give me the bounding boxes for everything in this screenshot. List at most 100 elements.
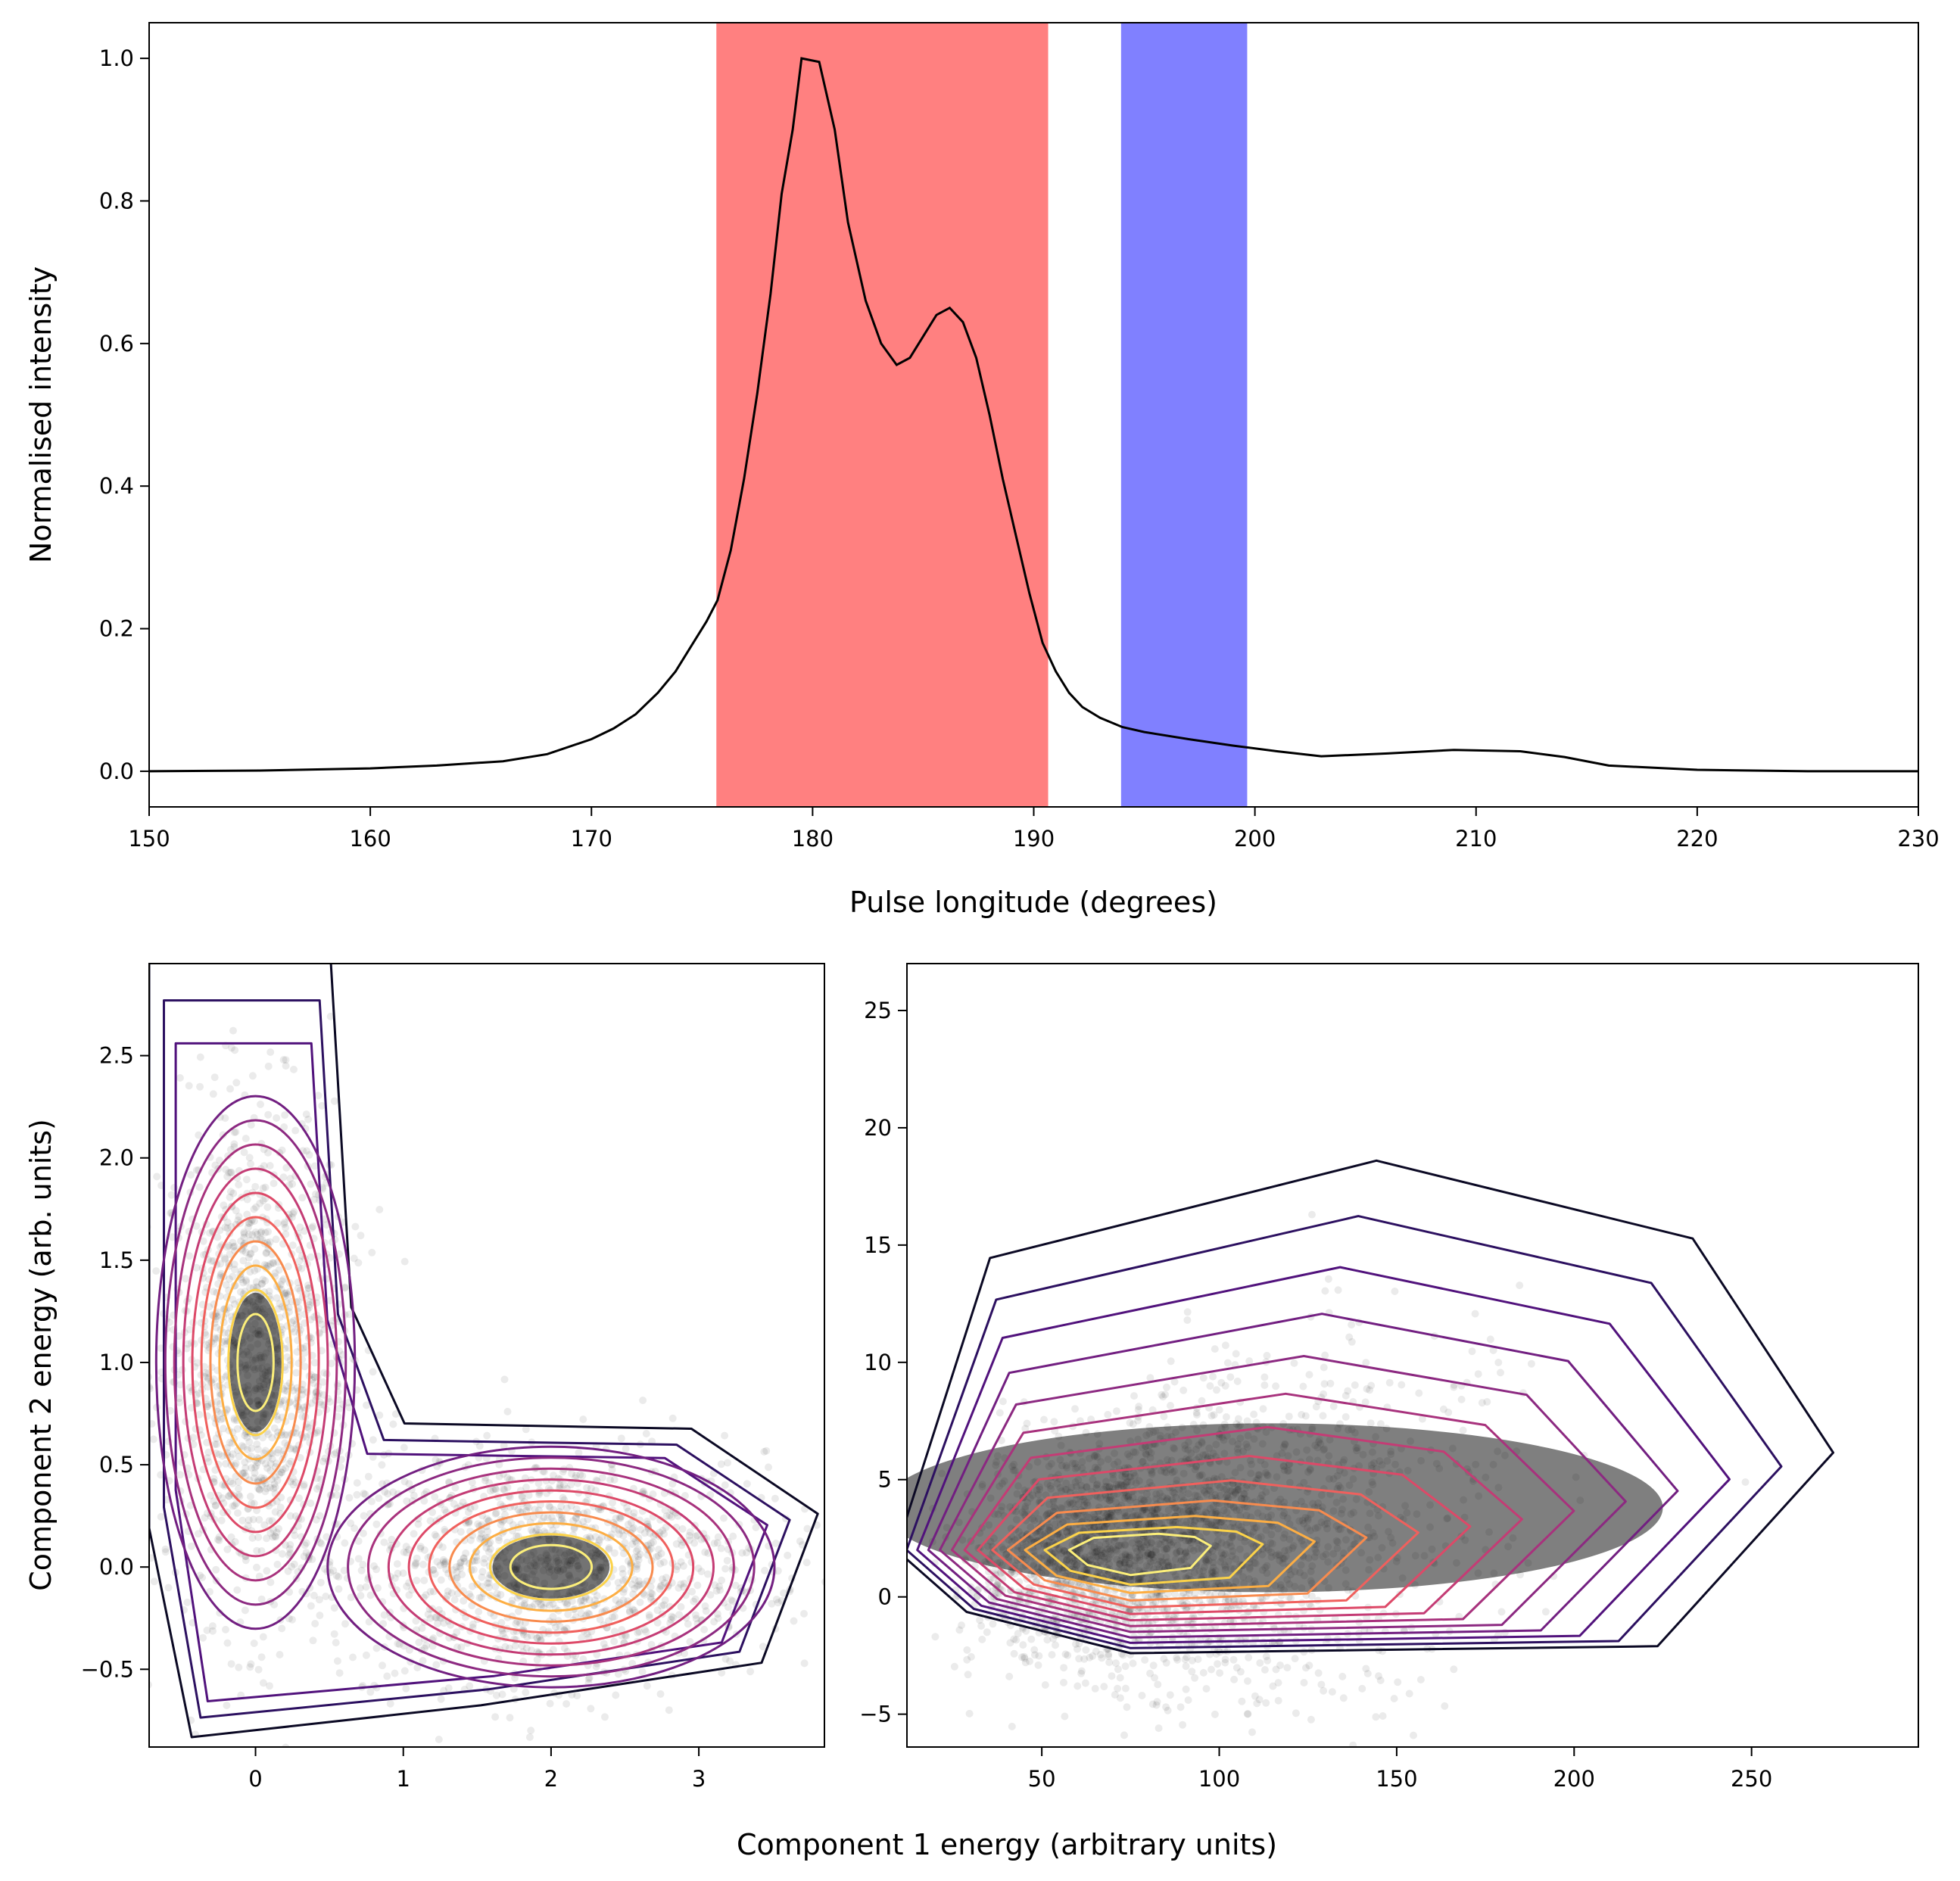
scatter-point (447, 1589, 456, 1597)
scatter-point (768, 1599, 776, 1608)
scatter-point (645, 1613, 653, 1621)
scatter-point (241, 1556, 250, 1565)
scatter-point (187, 1542, 195, 1550)
scatter-point (1245, 1653, 1253, 1661)
scatter-point (965, 1709, 974, 1718)
scatter-point (619, 1596, 628, 1604)
scatter-point (563, 1599, 572, 1607)
scatter-point (266, 1260, 275, 1268)
scatter-point (195, 1131, 203, 1139)
scatter-point (281, 1439, 289, 1447)
scatter-point (723, 1556, 731, 1565)
scatter-point (1222, 1413, 1230, 1421)
scatter-point (752, 1523, 760, 1531)
scatter-point (305, 1297, 313, 1306)
scatter-point (312, 1190, 319, 1198)
scatter-point (405, 1480, 413, 1488)
scatter-point (230, 1502, 238, 1510)
scatter-point (210, 1497, 218, 1506)
scatter-point (996, 1409, 1004, 1417)
scatter-point (264, 1228, 272, 1236)
scatter-point (556, 1622, 564, 1630)
scatter-point (211, 1335, 220, 1343)
scatter-point (1154, 1724, 1163, 1733)
scatter-point (210, 1288, 217, 1296)
scatter-point (233, 1586, 241, 1594)
scatter-point (1121, 1662, 1130, 1671)
scatter-point (572, 1471, 580, 1480)
scatter-point (372, 1644, 381, 1652)
top-ytick-label: 0.6 (99, 331, 134, 357)
scatter-point (1348, 1338, 1356, 1346)
scatter-point (279, 1275, 288, 1283)
scatter-point (389, 1420, 397, 1428)
scatter-point (1076, 1417, 1084, 1425)
scatter-point (240, 1468, 248, 1477)
scatter-point (497, 1590, 505, 1599)
scatter-point (658, 1602, 666, 1610)
scatter-point (457, 1643, 466, 1652)
scatter-point (528, 1646, 535, 1655)
scatter-point (523, 1503, 531, 1511)
scatter-point (266, 1682, 273, 1690)
scatter-point (260, 1521, 269, 1529)
scatter-point (316, 1578, 325, 1587)
scatter-point (364, 1472, 372, 1481)
scatter-point (1071, 1405, 1079, 1413)
scatter-point (227, 1660, 235, 1668)
scatter-point (692, 1615, 700, 1623)
scatter-point (1148, 1700, 1157, 1708)
scatter-point (234, 1509, 241, 1517)
scatter-point (1010, 1635, 1018, 1643)
scatter-point (838, 1610, 846, 1618)
scatter-point (1483, 1398, 1491, 1406)
contour-line (387, 1478, 715, 1656)
scatter-point (1087, 1415, 1095, 1424)
scatter-point (273, 1528, 281, 1537)
scatter-point (282, 1223, 290, 1232)
scatter-point (326, 1297, 334, 1305)
scatter-point (1260, 1373, 1269, 1381)
scatter-point (257, 1474, 266, 1482)
scatter-point (1201, 1757, 1208, 1764)
scatter-point (280, 1289, 288, 1297)
scatter-point (335, 1585, 343, 1593)
scatter-point (176, 1074, 184, 1082)
scatter-point (762, 1447, 771, 1455)
scatter-point (1317, 1680, 1326, 1689)
scatter-point (213, 1313, 221, 1321)
scatter-point (1006, 1639, 1014, 1647)
scatter-point (218, 1494, 226, 1503)
scatter-point (493, 1590, 501, 1598)
scatter-point (660, 1530, 668, 1538)
scatter-point (478, 1573, 486, 1581)
scatter-point (585, 1610, 594, 1618)
scatter-point (216, 1157, 223, 1164)
scatter-point (282, 1289, 291, 1297)
scatter-point (619, 1531, 628, 1540)
scatter-point (726, 1657, 734, 1665)
scatter-point (564, 1610, 572, 1618)
scatter-point (656, 1583, 665, 1590)
scatter-point (668, 1480, 677, 1488)
scatter-point (1328, 1688, 1336, 1696)
scatter-point (712, 1587, 721, 1595)
scatter-point (307, 1180, 315, 1188)
scatter-point (354, 1537, 363, 1545)
scatter-point (220, 1201, 228, 1210)
scatter-point (223, 1639, 232, 1647)
scatter-point (453, 1643, 461, 1652)
scatter-point (632, 1547, 640, 1556)
scatter-point (278, 1549, 286, 1558)
scatter-point (126, 1508, 134, 1515)
scatter-point (640, 1626, 649, 1633)
scatter-point (499, 1630, 507, 1638)
scatter-point (1164, 1605, 1171, 1614)
scatter-point (360, 1512, 368, 1520)
scatter-point (506, 1493, 514, 1501)
scatter-point (1155, 1591, 1164, 1599)
scatter-point (259, 1679, 267, 1687)
scatter-point (483, 1431, 491, 1440)
scatter-point (213, 1308, 222, 1316)
contour-line (209, 1240, 302, 1485)
